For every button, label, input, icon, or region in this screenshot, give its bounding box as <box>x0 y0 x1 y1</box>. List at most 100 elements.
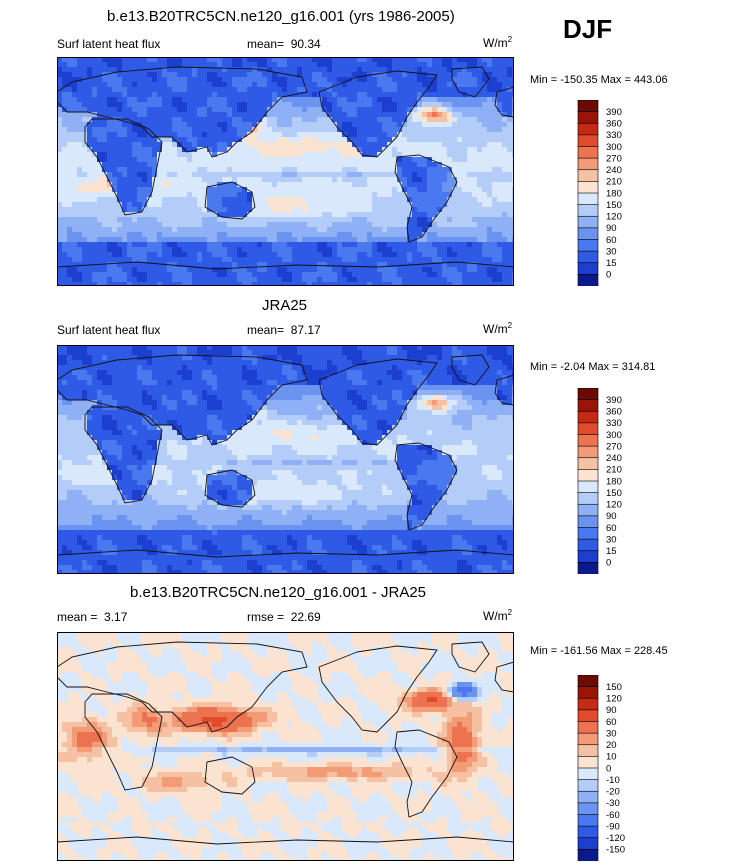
panel-2-title: JRA25 <box>262 297 308 314</box>
colorbar-tick-label: 0 <box>606 558 611 569</box>
colorbar-tick-label: -30 <box>606 798 620 809</box>
colorbar-swatch <box>577 250 599 264</box>
colorbar-swatch <box>577 157 599 171</box>
coastline <box>204 181 256 220</box>
colorbar-tick-label: 390 <box>606 107 622 118</box>
colorbar-swatch <box>577 410 599 424</box>
coastline <box>57 549 514 574</box>
panel-2-minmax: Min = -2.04 Max = 314.81 <box>530 361 656 373</box>
colorbar-tick-label: 330 <box>606 418 622 429</box>
colorbar-tick-label: 210 <box>606 465 622 476</box>
colorbar-swatch <box>577 779 599 792</box>
colorbar-tick-label: 150 <box>606 488 622 499</box>
colorbar-tick-label: 150 <box>606 682 622 693</box>
colorbar-tick-label: 330 <box>606 130 622 141</box>
colorbar-tick-label: 30 <box>606 534 617 545</box>
colorbar-tick-label: 180 <box>606 476 622 487</box>
panel-2-units: W/m2 <box>483 321 513 336</box>
colorbar-tick-label: 60 <box>606 523 617 534</box>
colorbar-tick-label: 10 <box>606 752 617 763</box>
colorbar-tick-label: -120 <box>606 833 625 844</box>
coastline <box>57 641 308 733</box>
coastline <box>57 66 308 158</box>
colorbar-tick-label: 15 <box>606 546 617 557</box>
colorbar-tick-label: 90 <box>606 705 617 716</box>
colorbar-swatch <box>577 169 599 182</box>
colorbar-swatch <box>577 709 599 723</box>
colorbar-tick-label: 30 <box>606 246 617 257</box>
colorbar-tick-label: 0 <box>606 270 611 281</box>
colorbar-tick-label: 0 <box>606 763 611 774</box>
colorbar-swatch <box>577 111 599 124</box>
colorbar-tick-label: 15 <box>606 258 617 269</box>
coastline <box>394 442 458 531</box>
colorbar-swatch <box>577 122 599 136</box>
coastline <box>494 86 514 118</box>
colorbar-swatch <box>577 732 599 746</box>
colorbar-tick-label: 360 <box>606 119 622 130</box>
colorbar-swatch <box>577 192 599 206</box>
coastline <box>394 154 458 243</box>
colorbar-tick-label: 240 <box>606 453 622 464</box>
coastline <box>57 836 514 861</box>
coastline <box>451 641 490 673</box>
panel-1-field-label: Surf latent heat flux <box>57 37 161 51</box>
colorbar-swatch <box>577 457 599 470</box>
colorbar-swatch <box>577 790 599 804</box>
coastline <box>451 66 490 98</box>
coastline <box>318 70 438 158</box>
colorbar-swatch <box>577 721 599 734</box>
colorbar-tick-label: -90 <box>606 821 620 832</box>
colorbar-swatch <box>577 274 599 286</box>
colorbar-tick-label: 30 <box>606 728 617 739</box>
panel-3-mean: mean = 3.17 <box>57 610 128 624</box>
panel-1-mean: mean= 90.34 <box>247 37 321 51</box>
colorbar-swatch <box>577 480 599 494</box>
colorbar-tick-label: -20 <box>606 787 620 798</box>
colorbar-swatch <box>577 825 599 839</box>
colorbar-tick-label: 60 <box>606 717 617 728</box>
panel-3-map <box>57 632 514 861</box>
colorbar-tick-label: 300 <box>606 142 622 153</box>
colorbar-tick-label: 240 <box>606 165 622 176</box>
colorbar-tick-label: -60 <box>606 810 620 821</box>
coastline <box>57 261 514 286</box>
coastline <box>318 358 438 446</box>
coastline <box>494 374 514 406</box>
colorbar-swatch <box>577 215 599 229</box>
colorbar-swatch <box>577 134 599 148</box>
coastline <box>57 354 308 446</box>
colorbar-swatch <box>577 239 599 252</box>
colorbar-tick-label: 180 <box>606 188 622 199</box>
colorbar-swatch <box>577 756 599 769</box>
colorbar-tick-label: 120 <box>606 212 622 223</box>
colorbar-tick-label: 60 <box>606 235 617 246</box>
colorbar-swatch <box>577 262 599 275</box>
coastline <box>494 661 514 693</box>
colorbar-swatch <box>577 388 599 401</box>
colorbar-swatch <box>577 697 599 711</box>
colorbar-swatch <box>577 849 599 861</box>
colorbar-swatch <box>577 422 599 436</box>
colorbar-swatch <box>577 562 599 574</box>
panel-2-mean: mean= 87.17 <box>247 323 321 337</box>
colorbar-tick-label: 270 <box>606 153 622 164</box>
panel-1-title: b.e13.B20TRC5CN.ne120_g16.001 (yrs 1986-… <box>107 8 455 25</box>
colorbar-tick-label: 210 <box>606 177 622 188</box>
panel-1-map <box>57 57 514 286</box>
colorbar-swatch <box>577 399 599 412</box>
colorbar-swatch <box>577 837 599 850</box>
panel-3-units: W/m2 <box>483 608 513 623</box>
colorbar-swatch <box>577 492 599 505</box>
colorbar-swatch <box>577 538 599 552</box>
coastline <box>318 645 438 733</box>
colorbar-swatch <box>577 503 599 517</box>
colorbar-swatch <box>577 445 599 459</box>
colorbar-swatch <box>577 146 599 159</box>
colorbar-tick-label: 150 <box>606 200 622 211</box>
colorbar-swatch <box>577 227 599 241</box>
colorbar-swatch <box>577 767 599 781</box>
